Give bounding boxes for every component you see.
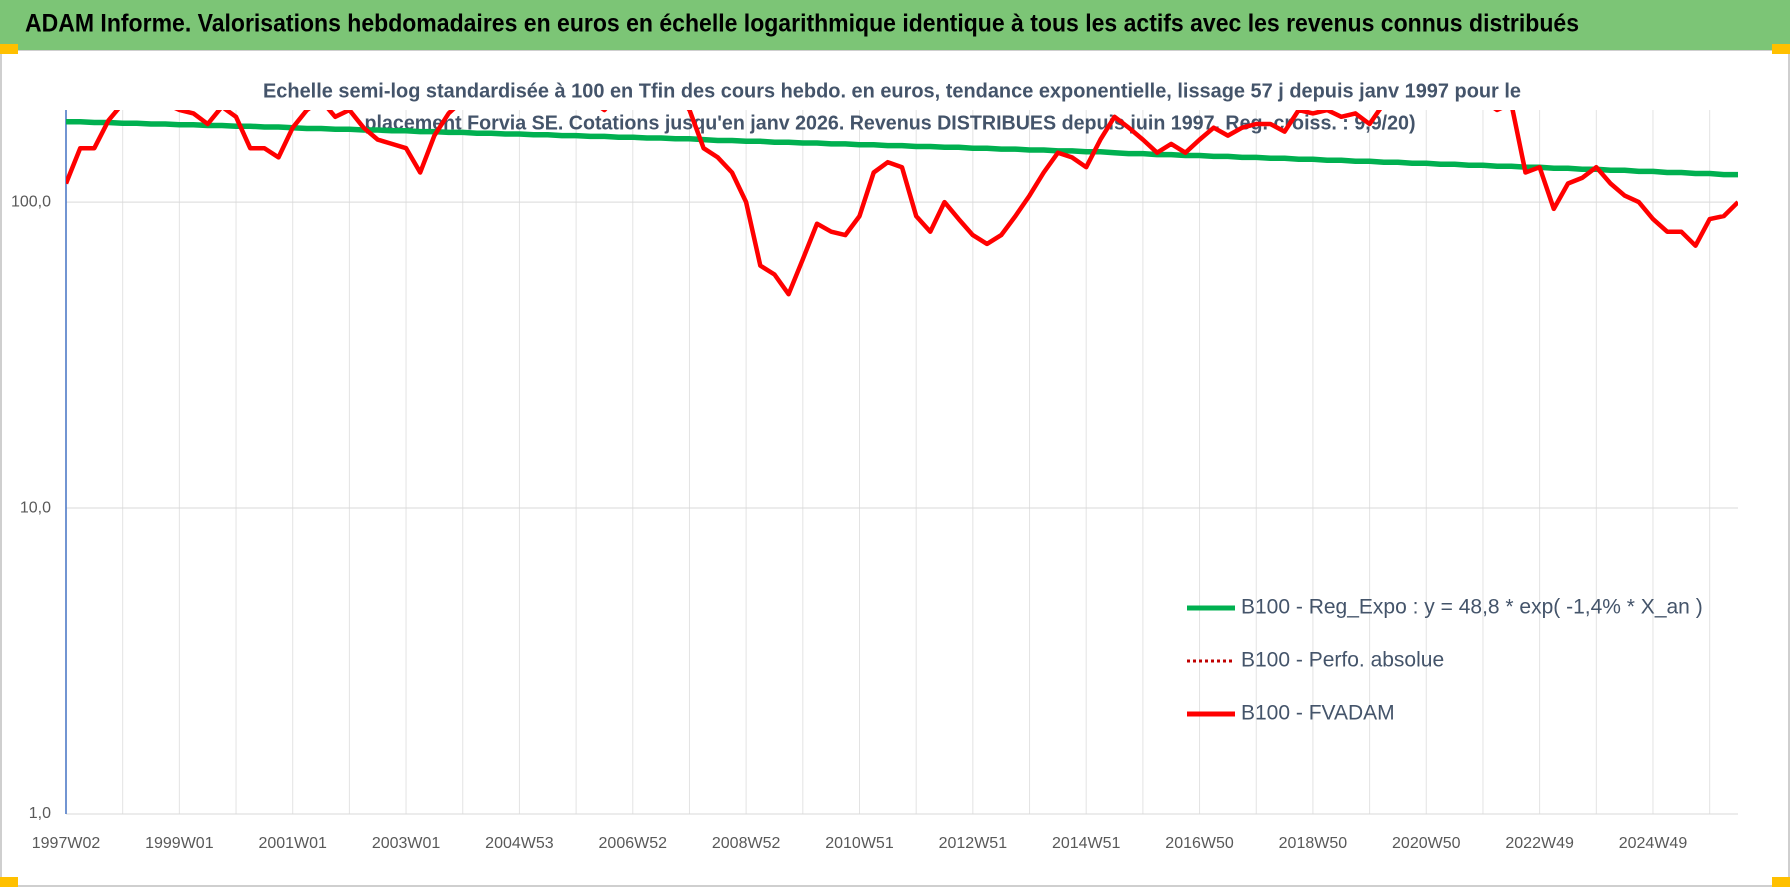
series-line (66, 110, 1738, 297)
x-tick-label: 2022W49 (1505, 835, 1574, 852)
legend-label: B100 - Perfo. absolue (1241, 649, 1444, 672)
x-tick-label: 2014W51 (1052, 835, 1121, 852)
x-tick-label: 1999W01 (145, 835, 214, 852)
x-tick-label: 2018W50 (1279, 835, 1348, 852)
x-tick-label: 2010W51 (825, 835, 894, 852)
legend-label: B100 - FVADAM (1241, 702, 1395, 725)
chart-title: ADAM Informe. Valorisations hebdomadaire… (25, 10, 1579, 38)
x-tick-label: 2016W50 (1165, 835, 1234, 852)
title-bar (0, 0, 1790, 50)
corner-mark (0, 877, 18, 887)
x-tick-label: 2012W51 (939, 835, 1008, 852)
subtitle: Echelle semi-log standardisée à 100 en T… (263, 80, 1521, 102)
x-tick-label: 2024W49 (1619, 835, 1688, 852)
x-tick-label: 2006W52 (599, 835, 668, 852)
y-tick-label: 100,0 (11, 193, 51, 210)
corner-mark (0, 44, 18, 54)
legend: B100 - Reg_Expo : y = 48,8 * exp( -1,4% … (1187, 596, 1703, 725)
legend-label: B100 - Reg_Expo : y = 48,8 * exp( -1,4% … (1241, 596, 1703, 619)
x-tick-label: 2008W52 (712, 835, 781, 852)
plot-area (66, 110, 1738, 297)
x-tick-label: 2003W01 (372, 835, 441, 852)
corner-mark (1772, 44, 1790, 54)
x-tick-label: 1997W02 (32, 835, 101, 852)
y-tick-label: 1,0 (29, 805, 51, 822)
grid: 1997W02 1999W01 2001W01 2003W01 2004W53 2006W… (11, 110, 1738, 852)
series-line (66, 119, 1738, 178)
x-tick-label: 2004W53 (485, 835, 554, 852)
subtitle: placement Forvia SE. Cotations jusqu'en … (365, 112, 1416, 134)
x-tick-label: 2020W50 (1392, 835, 1461, 852)
corner-mark (1772, 877, 1790, 887)
y-tick-label: 10,0 (20, 499, 51, 516)
x-tick-label: 2001W01 (258, 835, 327, 852)
